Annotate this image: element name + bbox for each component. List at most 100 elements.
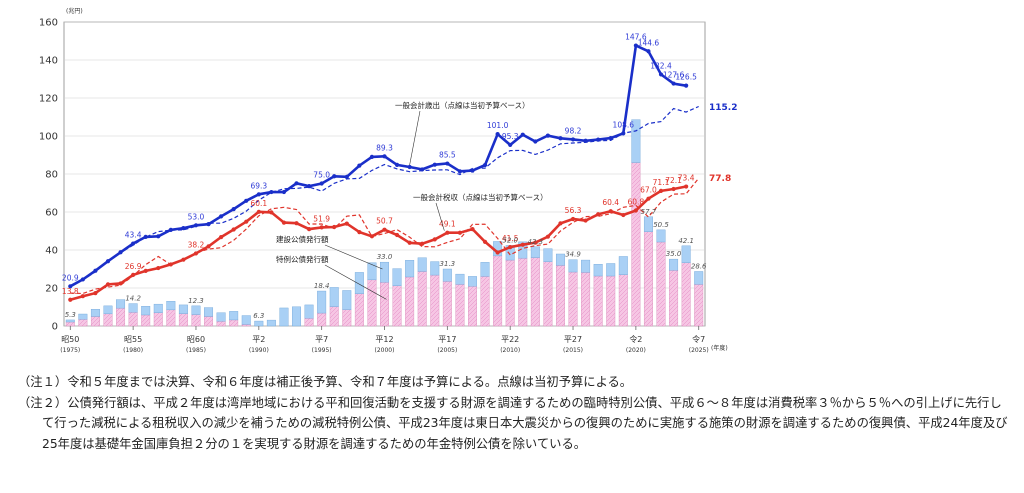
tax-point — [244, 219, 249, 224]
x-tick-label: 平27 — [564, 335, 582, 344]
expenditure-point — [520, 132, 525, 137]
expenditure-point — [118, 250, 123, 255]
construction-bond-bar — [229, 311, 239, 321]
special-bond-bar — [493, 255, 503, 327]
tax-value-label: 60.4 — [602, 198, 619, 207]
construction-bond-bar — [643, 216, 653, 232]
bond-total-label: 42.1 — [678, 237, 694, 245]
special-bond-bar — [178, 313, 188, 327]
expenditure-point — [344, 174, 349, 179]
y-tick-label: 140 — [39, 56, 58, 67]
expenditure-value-label: 95.3 — [502, 132, 519, 141]
construction-bond-bar — [392, 268, 402, 286]
expenditure-point — [131, 241, 136, 246]
expenditure-point — [281, 189, 287, 195]
tax-value-label: 49.1 — [439, 220, 456, 229]
tax-value-label: 60.8 — [628, 197, 645, 206]
expenditure-point — [457, 169, 463, 174]
expenditure-point — [545, 133, 550, 138]
expenditure-point — [608, 135, 613, 141]
expenditure-point — [684, 83, 689, 88]
expenditure-end-label: 115.2 — [709, 103, 737, 113]
expenditure-point — [558, 136, 563, 141]
tax-value-label: 41.5 — [502, 234, 519, 243]
special-bond-bar — [417, 271, 427, 327]
note-1: （注１）令和５年度までは決算、令和６年度は補正後予算、令和７年度は予算による。点… — [18, 375, 633, 389]
construction-bond-bar — [304, 304, 314, 319]
expenditure-point — [369, 154, 375, 159]
y-tick-label: 160 — [39, 18, 58, 29]
construction-bond-bar — [342, 290, 352, 310]
tax-point — [533, 240, 538, 245]
x-tick-label: 昭55 — [124, 335, 142, 344]
expenditure-point — [219, 214, 224, 219]
tax-point — [206, 244, 211, 249]
bond-total-label: 34.9 — [565, 251, 581, 259]
tax-point — [256, 209, 261, 214]
tax-end-label: 77.8 — [709, 174, 731, 184]
special-bond-bar — [442, 281, 452, 327]
special-bond-bar — [103, 313, 113, 327]
special-bond-bar — [480, 276, 490, 327]
tax-point — [570, 216, 576, 222]
special-bond-bar — [555, 265, 565, 327]
x-tick-sub-label: (1985) — [186, 347, 206, 354]
tax-point — [520, 242, 525, 247]
tax-point — [482, 239, 488, 244]
special-bond-bar — [505, 259, 515, 327]
construction-bond-bar — [631, 119, 641, 163]
tax-series-label: 一般会計税収（点線は当初予算ベース） — [413, 192, 548, 202]
tax-value-label: 72.1 — [665, 176, 682, 185]
tax-point — [470, 227, 475, 232]
special-bond-bar — [656, 241, 666, 327]
bond-total-label: 31.3 — [440, 260, 456, 268]
expenditure-point — [168, 227, 173, 232]
special-bond-bar — [141, 314, 151, 327]
special-bond-bar — [568, 271, 578, 327]
series-labels: 一般会計歳出（点線は当初予算ベース） 一般会計税収（点線は当初予算ベース） 建設公債… — [276, 100, 548, 300]
tax-point — [105, 282, 111, 287]
expenditure-point — [432, 162, 437, 167]
axes: 0 20 40 60 80 100 120 140 160 (兆円) 昭50 (1975) 昭55 (19… — [39, 7, 728, 354]
special-bond-bar — [153, 312, 163, 327]
x-tick-sub-label: (2005) — [437, 347, 457, 354]
expenditure-point — [596, 137, 601, 142]
expenditure-point — [332, 174, 337, 179]
tax-point — [156, 265, 161, 271]
special-bond-bar — [304, 318, 314, 327]
tax-value-label: 73.4 — [678, 174, 695, 183]
tax-leader — [435, 202, 445, 231]
expenditure-point — [621, 131, 626, 136]
bond-total-label: 42.3 — [528, 238, 544, 246]
tax-point — [658, 188, 664, 194]
expenditure-value-label: 75.0 — [313, 171, 330, 180]
tax-point — [508, 245, 513, 250]
tax-point — [445, 230, 450, 235]
tax-line — [69, 185, 687, 302]
construction-bond-bar — [367, 262, 377, 281]
special-bond-bar — [593, 275, 603, 327]
expenditure-point — [306, 184, 312, 189]
special-bond-bar — [317, 312, 327, 327]
x-tick-sub-label: (1980) — [123, 347, 143, 354]
construction-bond-bar — [669, 258, 679, 271]
tax-point — [545, 234, 550, 239]
tax-point — [457, 230, 463, 235]
tax-point — [68, 297, 73, 302]
expenditure-point — [533, 139, 538, 144]
expenditure-point — [646, 49, 651, 54]
y-unit-label: (兆円) — [66, 7, 83, 15]
y-tick-label: 80 — [45, 170, 58, 181]
tax-value-label: 56.3 — [565, 206, 582, 215]
tax-point — [583, 218, 588, 223]
special-bond-bar — [229, 319, 239, 327]
bond-total-label: 57.7 — [641, 208, 657, 216]
notes: （注１）令和５年度までは決算、令和６年度は補正後予算、令和７年度は予算による。点… — [18, 372, 1013, 454]
series-lines — [68, 43, 700, 302]
expenditure-value-label: 126.5 — [675, 73, 697, 82]
construction-bond-bar — [204, 307, 214, 317]
special-bond-bar — [455, 284, 465, 327]
expenditure-point — [495, 132, 500, 137]
construction-leader — [324, 244, 383, 270]
x-tick-sub-label: (1995) — [312, 347, 332, 354]
